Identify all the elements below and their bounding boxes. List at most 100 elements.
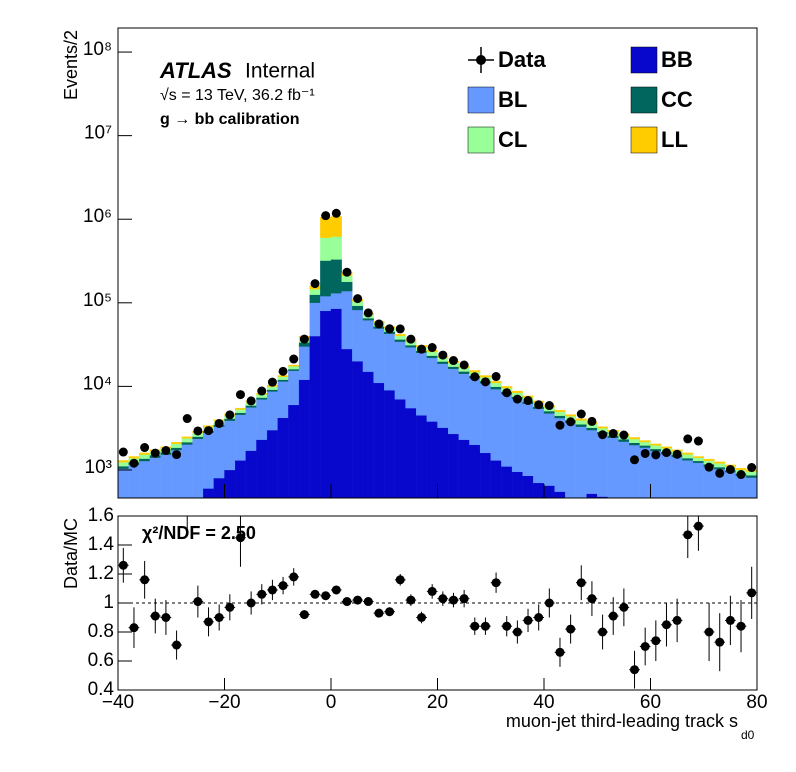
ratio-point	[438, 594, 448, 604]
stack-bar	[139, 452, 151, 455]
stack-bar	[288, 366, 300, 370]
data-point	[140, 443, 150, 453]
stack-bar	[405, 345, 417, 348]
stack-bar	[256, 439, 268, 498]
y-tick-label: 1.2	[88, 563, 114, 584]
stack-bar	[266, 389, 278, 392]
stack-bar	[288, 368, 300, 371]
stack-bar	[405, 347, 417, 409]
data-point	[502, 388, 512, 398]
legend-label: CL	[498, 127, 527, 152]
stack-bar	[746, 471, 757, 476]
stack-bar	[256, 397, 268, 400]
stack-bar	[618, 439, 630, 442]
ratio-point	[427, 586, 437, 596]
ratio-point	[661, 620, 671, 630]
stack-bar	[245, 405, 257, 408]
data-point	[566, 417, 576, 427]
data-point	[118, 447, 128, 457]
experiment-label: ATLAS	[159, 58, 232, 83]
stack-bar	[139, 454, 151, 459]
stack-bar	[554, 411, 566, 416]
stack-bar	[639, 441, 651, 446]
stack-bar	[277, 417, 289, 498]
x-axis-title-subscript: d0	[741, 728, 755, 742]
stack-bar	[118, 468, 129, 498]
ratio-point	[704, 627, 714, 637]
stack-bar	[330, 293, 342, 309]
ratio-point	[683, 530, 693, 540]
x-tick-label: 80	[746, 692, 767, 713]
stack-bar	[597, 434, 609, 497]
data-point	[161, 445, 171, 455]
stack-bar	[128, 464, 140, 498]
stack-bar	[352, 305, 364, 311]
y-tick-label: 0.4	[88, 679, 115, 700]
data-point	[630, 455, 640, 465]
ratio-point	[310, 589, 320, 599]
stack-bar	[373, 382, 385, 498]
legend-marker	[476, 55, 486, 65]
stack-bar	[629, 442, 641, 446]
data-point	[204, 426, 214, 436]
ratio-point	[480, 621, 490, 631]
stack-bar	[341, 281, 353, 292]
data-point	[438, 350, 448, 360]
stack-bar	[661, 453, 672, 498]
data-point	[406, 334, 416, 344]
x-tick-label: 20	[427, 692, 448, 713]
ratio-point	[193, 597, 203, 607]
stack-bar	[490, 389, 502, 461]
ratio-point	[267, 585, 277, 595]
stack-bar	[320, 217, 332, 238]
data-point	[640, 448, 650, 458]
stack-bar	[288, 404, 300, 498]
data-point	[544, 401, 554, 411]
ratio-point	[183, 504, 192, 513]
ratio-point	[651, 636, 661, 646]
stack-bar	[341, 348, 353, 498]
data-point	[512, 394, 522, 404]
subtitle: g → bb calibration	[160, 111, 300, 128]
ratio-point	[118, 560, 128, 570]
stack-bar	[703, 458, 715, 461]
stack-bar	[543, 413, 555, 486]
data-point	[129, 458, 139, 468]
stack-bar	[234, 460, 246, 498]
stack-bar	[586, 427, 598, 431]
ratio-point	[512, 627, 522, 637]
data-point	[523, 396, 533, 406]
data-point	[693, 436, 703, 446]
y-tick-label: 0.8	[88, 621, 114, 642]
ratio-point	[693, 521, 703, 531]
ratio-point	[544, 598, 554, 608]
ratio-point	[257, 589, 267, 599]
ratio-plot-area	[118, 504, 757, 689]
data-point	[491, 372, 501, 382]
legend-label: CC	[661, 87, 693, 112]
x-tick-label: 60	[640, 692, 661, 713]
stack-bar	[330, 216, 342, 237]
ratio-frame	[117, 515, 758, 691]
ratio-point	[523, 615, 533, 625]
stack-bar	[586, 493, 598, 498]
data-point	[182, 414, 192, 424]
stack-bar	[256, 399, 268, 440]
data-point	[246, 396, 256, 406]
stack-bar	[234, 407, 246, 410]
legend-swatch	[467, 86, 495, 114]
data-point	[278, 366, 288, 376]
stack-bar	[575, 426, 587, 498]
ratio-point	[566, 624, 576, 634]
stack-bar	[298, 346, 310, 380]
stack-bar	[479, 383, 491, 454]
stack-bar	[139, 458, 151, 462]
stack-bar	[118, 462, 129, 467]
data-point	[342, 267, 352, 277]
data-point	[747, 463, 757, 473]
stack-bar	[266, 429, 278, 498]
ratio-point	[235, 533, 245, 543]
data-point	[172, 450, 182, 460]
ratio-point	[640, 642, 650, 651]
stack-bar	[298, 379, 310, 498]
